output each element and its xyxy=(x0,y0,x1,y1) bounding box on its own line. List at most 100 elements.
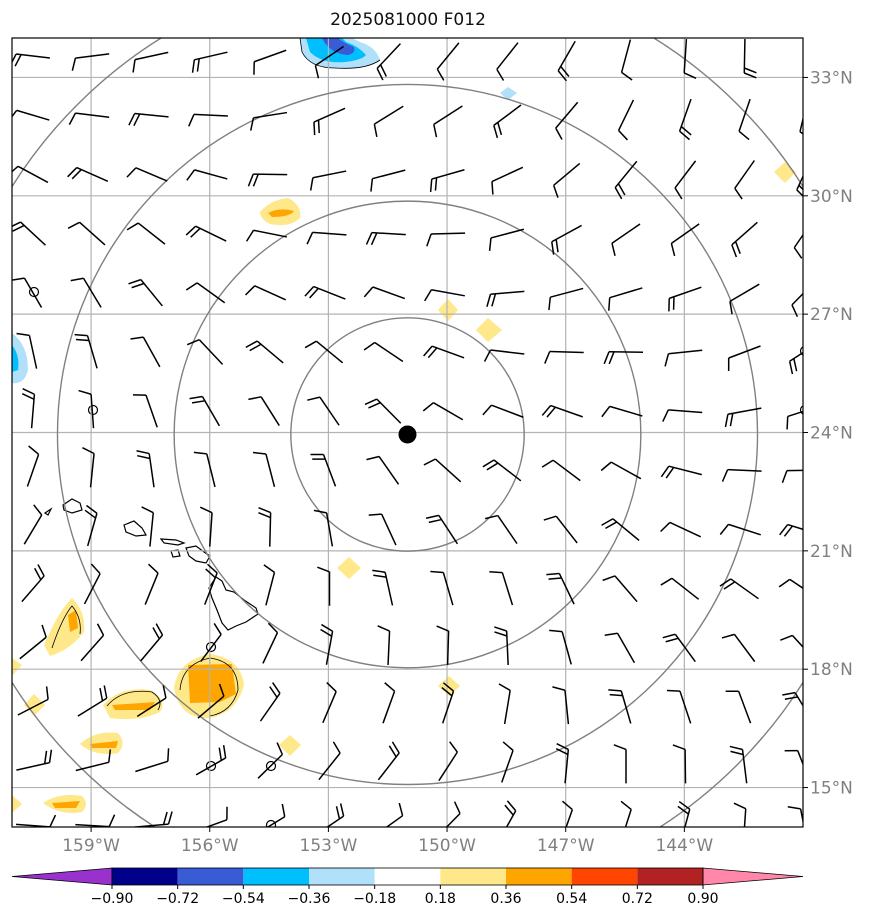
wind-barb xyxy=(793,233,803,259)
wind-barb xyxy=(541,404,583,418)
wind-barb xyxy=(543,515,578,544)
wind-barb xyxy=(71,53,110,71)
wind-barb xyxy=(363,341,404,363)
storm-center-marker[interactable] xyxy=(398,425,417,444)
wind-barb-layer xyxy=(12,38,803,827)
wind-barb xyxy=(189,395,221,427)
wind-barb xyxy=(132,51,169,73)
wind-barb xyxy=(26,445,40,487)
wind-barb xyxy=(489,571,514,606)
lat-tick-label: 27°N xyxy=(810,305,853,325)
range-ring xyxy=(56,83,759,786)
wind-barb xyxy=(433,105,463,138)
wind-barb xyxy=(12,221,46,246)
wind-barb xyxy=(376,43,401,81)
lon-tick-label: 147°W xyxy=(537,836,595,856)
wind-barb xyxy=(683,38,697,80)
map-area[interactable] xyxy=(0,0,873,901)
wind-barb xyxy=(21,564,45,603)
wind-barb xyxy=(486,290,525,307)
wind-barb xyxy=(326,803,345,827)
wind-barb xyxy=(320,623,334,665)
precip-blob-20n xyxy=(337,557,361,579)
wind-barb xyxy=(743,38,757,79)
wind-barb xyxy=(203,563,218,605)
lat-tick-label: 33°N xyxy=(810,68,853,88)
wind-barb xyxy=(263,564,276,606)
wind-barb xyxy=(548,287,584,311)
wind-barb xyxy=(82,446,95,488)
colorbar: −0.90 −0.72 −0.54 −0.36 −0.18 0.18 0.36 0.54 0.7… xyxy=(11,867,804,907)
wind-barb xyxy=(660,521,702,538)
wind-barb xyxy=(436,42,460,81)
wind-barb xyxy=(12,277,43,308)
wind-barb xyxy=(130,336,161,368)
wind-barb xyxy=(555,101,579,140)
wind-barb xyxy=(70,277,102,308)
wind-barb xyxy=(438,741,458,782)
wind-barb xyxy=(313,509,334,547)
wind-barb xyxy=(603,350,644,365)
wind-barb xyxy=(733,802,747,827)
latitude-tick-labels: 33°N 30°N 27°N 24°N 21°N 18°N 15°N xyxy=(803,68,853,799)
wind-barb xyxy=(67,221,106,246)
wind-barb xyxy=(80,623,105,662)
wind-barb xyxy=(16,749,53,771)
wind-barb xyxy=(377,741,400,781)
wind-barb xyxy=(491,166,524,195)
wind-barb xyxy=(200,623,222,663)
wind-barb xyxy=(317,566,331,606)
wind-barb xyxy=(368,513,397,546)
wind-barb xyxy=(778,578,803,590)
wind-barb xyxy=(436,625,450,666)
wind-barb xyxy=(74,333,98,369)
wind-barb xyxy=(779,523,803,537)
wind-barb xyxy=(799,115,803,135)
precip-blob-small-blue xyxy=(500,87,517,100)
colorbar-tick-label: 0.72 xyxy=(622,891,653,907)
wind-barb xyxy=(498,683,511,725)
wind-barb xyxy=(483,349,525,362)
colorbar-segment xyxy=(506,868,572,885)
colorbar-segment xyxy=(177,868,244,885)
colorbar-extend-min xyxy=(11,867,113,886)
wind-barb xyxy=(75,814,116,827)
lat-tick-label: 21°N xyxy=(810,542,853,562)
wind-barb xyxy=(541,459,581,482)
wind-barb xyxy=(304,285,346,300)
wind-barb xyxy=(77,685,108,717)
wind-barb xyxy=(552,686,570,725)
lon-tick-label: 150°W xyxy=(418,836,476,856)
wind-barb xyxy=(322,682,337,724)
range-rings xyxy=(12,38,803,827)
colorbar-tick-label: 0.54 xyxy=(556,891,587,907)
wind-barb xyxy=(370,169,406,192)
colorbar-segment xyxy=(374,868,441,885)
wind-barb xyxy=(314,45,344,79)
island-molokai xyxy=(159,538,186,546)
colorbar-segment xyxy=(637,868,703,885)
precip-blob-hawaii-south xyxy=(174,654,244,719)
colorbar-segment xyxy=(112,868,178,885)
wind-barb xyxy=(309,170,347,191)
wind-barb xyxy=(731,221,758,258)
wind-barb xyxy=(248,396,280,426)
wind-barb xyxy=(729,745,748,784)
wind-barb xyxy=(614,160,638,200)
wind-barb xyxy=(544,350,584,364)
wind-barb xyxy=(313,107,346,136)
wind-barb xyxy=(191,51,228,73)
precip-blob-27n-b xyxy=(476,318,502,342)
wind-barb xyxy=(496,42,519,81)
colorbar-tick-label: −0.72 xyxy=(156,891,199,907)
lat-tick-label: 30°N xyxy=(810,187,853,207)
wind-barb xyxy=(557,40,576,82)
wind-barb xyxy=(429,169,465,193)
wind-barb xyxy=(670,223,700,257)
wind-barb xyxy=(16,332,38,369)
wind-barb xyxy=(791,292,803,318)
precip-blob-sw xyxy=(103,689,163,720)
wind-barb xyxy=(364,398,402,424)
wind-barb xyxy=(678,98,692,141)
lat-tick-label: 18°N xyxy=(810,660,853,680)
